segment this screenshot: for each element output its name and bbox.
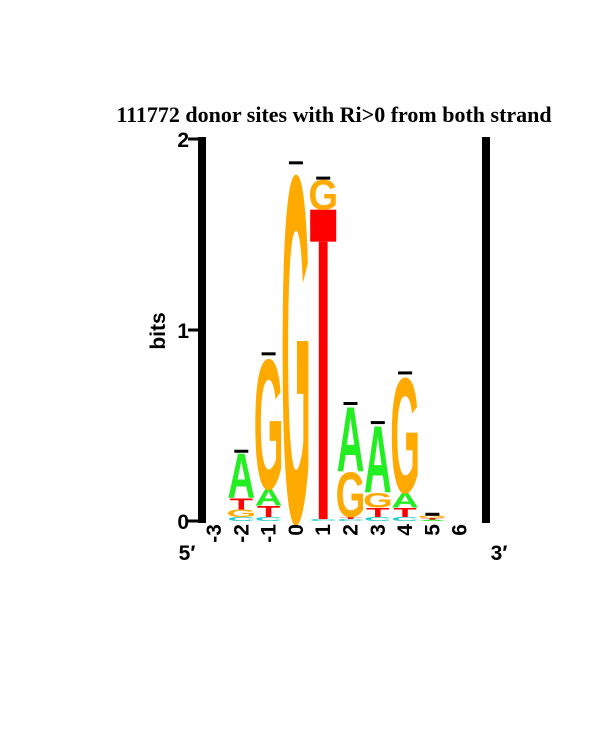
- y-tick: [188, 137, 200, 141]
- letter-T-bar: [310, 209, 337, 242]
- x-tick-label: 1: [312, 524, 335, 536]
- x-tick-label: 5: [421, 524, 444, 536]
- letter-T: T: [339, 517, 363, 520]
- three-prime-label: 3′: [491, 542, 508, 565]
- letter-G: G: [336, 460, 366, 532]
- y-tick: [188, 519, 200, 523]
- x-tick-label: -2: [230, 524, 253, 543]
- y-axis-label: bits: [147, 312, 170, 349]
- letter-T: T: [421, 518, 445, 520]
- letter-G: G: [418, 515, 448, 519]
- five-prime-label: 5′: [179, 542, 196, 565]
- letter-C: C: [228, 516, 256, 522]
- letter-G: G: [363, 488, 393, 512]
- error-bar: [261, 352, 276, 356]
- letter-C: C: [391, 516, 419, 522]
- x-tick-label: 6: [449, 524, 472, 536]
- error-bar: [234, 449, 249, 453]
- y-tick-label: 2: [177, 129, 189, 152]
- letter-G: G: [281, 73, 311, 627]
- letter-T: T: [257, 503, 281, 521]
- letter-G: G: [254, 322, 284, 528]
- x-tick-label: 0: [285, 524, 308, 536]
- y-tick-label: 0: [177, 511, 189, 534]
- letter-A: A: [391, 488, 419, 512]
- error-bar: [370, 421, 385, 425]
- letter-T: T: [230, 495, 254, 513]
- x-axis: -3 -2 -1 0 1 2 3 4 5 6: [203, 524, 472, 543]
- letter-T: T: [366, 506, 390, 521]
- right-border-line: [482, 137, 490, 523]
- letter-T: T: [393, 506, 417, 521]
- y-axis: 0 1 2: [177, 129, 200, 534]
- y-axis-line: [198, 137, 206, 523]
- error-bar: [316, 176, 331, 180]
- letter-C: C: [337, 519, 365, 522]
- letter-A: A: [227, 441, 255, 513]
- letter-A: A: [419, 519, 447, 521]
- x-tick-label: -1: [258, 524, 281, 543]
- letter-C: C: [309, 519, 337, 522]
- letter-A: A: [337, 389, 365, 492]
- x-tick-label: 2: [340, 524, 363, 536]
- error-bar: [343, 401, 358, 405]
- x-tick-label: 3: [367, 524, 390, 536]
- error-bar: [288, 161, 303, 165]
- letter-A: A: [255, 484, 283, 511]
- letter-G: G: [390, 345, 420, 528]
- y-tick-label: 1: [177, 320, 189, 343]
- letter-G: G: [226, 508, 256, 520]
- error-bar: [398, 371, 413, 375]
- x-tick-label: -3: [203, 524, 226, 543]
- error-bar: [425, 512, 440, 516]
- letter-C: C: [255, 516, 283, 522]
- y-tick: [188, 328, 200, 332]
- letter-A: A: [364, 407, 392, 513]
- letter-T-stem: [318, 241, 328, 520]
- chart-title: 111772 donor sites with Ri>0 from both s…: [116, 102, 551, 127]
- letter-C: C: [364, 516, 392, 522]
- x-tick-label: 4: [394, 524, 417, 536]
